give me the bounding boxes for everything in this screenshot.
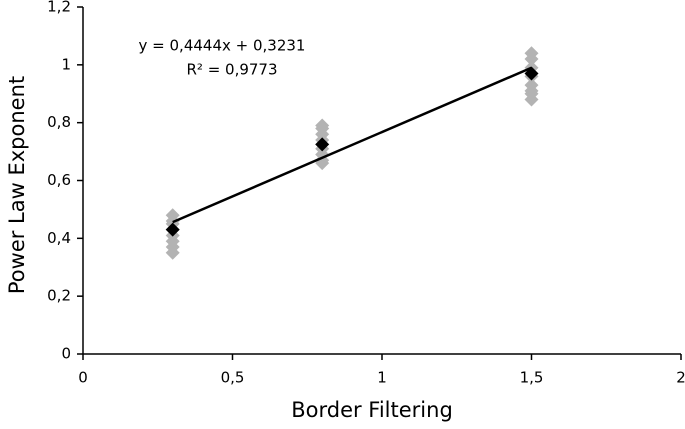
y-tick-label: 1 <box>61 55 71 73</box>
y-tick-label: 0,8 <box>47 113 71 131</box>
y-tick-label: 0,2 <box>47 287 71 305</box>
x-tick-label: 2 <box>676 369 685 387</box>
point <box>165 222 180 237</box>
x-tick-label: 0 <box>78 369 88 387</box>
equation: y = 0,4444x + 0,3231 <box>139 37 306 55</box>
x-tick-label: 1 <box>377 369 387 387</box>
x-tick-label: 0,5 <box>221 369 245 387</box>
x-axis-title: Border Filtering <box>291 398 453 422</box>
y-tick-label: 1,2 <box>47 0 71 16</box>
point <box>524 92 539 107</box>
x-tick-label: 1,5 <box>520 369 544 387</box>
y-tick-label: 0,4 <box>47 229 71 247</box>
trendline <box>172 66 532 224</box>
y-tick-label: 0,6 <box>47 171 71 189</box>
y-tick-label: 0 <box>61 345 71 363</box>
point <box>165 245 180 260</box>
point <box>315 137 330 152</box>
r-squared: R² = 0,9773 <box>186 61 277 79</box>
y-axis-title: Power Law Exponent <box>5 76 29 294</box>
point <box>524 52 539 67</box>
